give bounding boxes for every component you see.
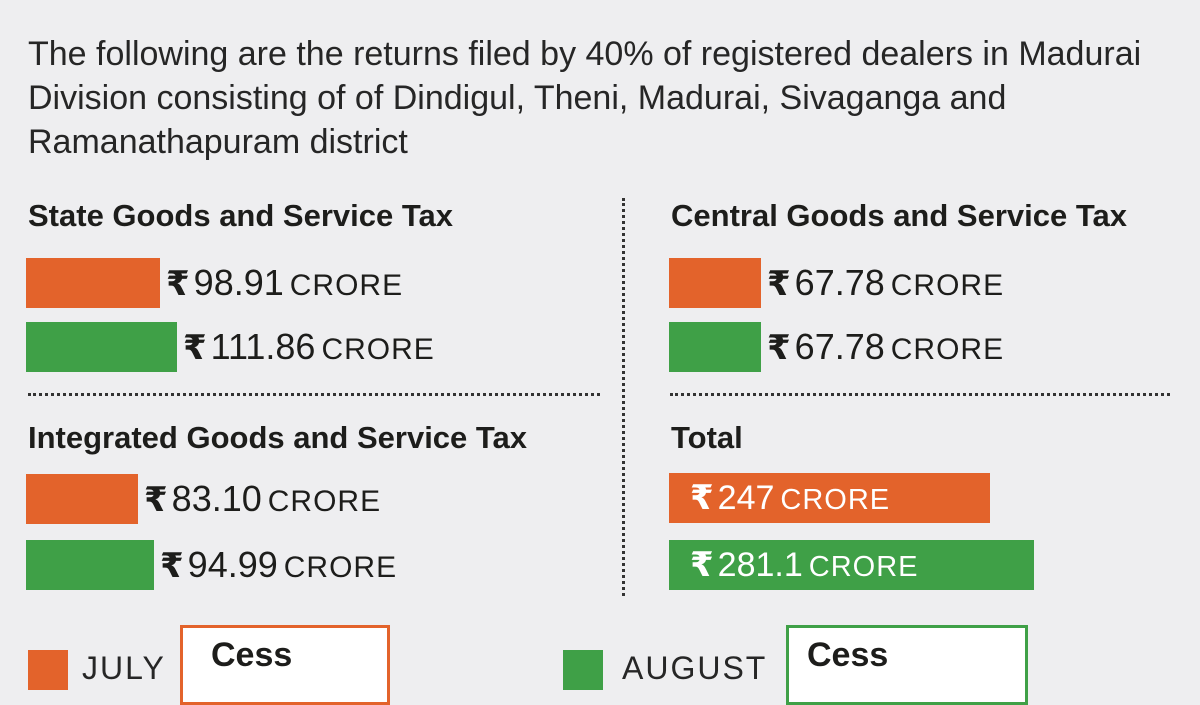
rupee-icon: ₹ [767, 265, 791, 303]
legend-august-label: AUGUST [622, 650, 768, 686]
cgst-july-bar [669, 258, 761, 308]
vertical-divider [622, 198, 625, 596]
legend-july-swatch [28, 650, 68, 690]
unit-label: CRORE [289, 269, 404, 302]
total-july-value: 247 [717, 479, 775, 517]
unit-label: CRORE [890, 269, 1005, 302]
rupee-icon: ₹ [160, 547, 184, 585]
unit-label: CRORE [283, 551, 398, 584]
sgst-august-label: ₹111.86 CRORE [183, 322, 435, 375]
total-august-label: ₹281.1 CRORE [690, 540, 919, 592]
cess-august-box: Cess [786, 625, 1028, 705]
left-horizontal-divider [28, 393, 600, 396]
rupee-icon: ₹ [166, 265, 190, 303]
sgst-august-bar [26, 322, 177, 372]
cess-july-label: Cess [211, 636, 293, 674]
igst-august-value: 94.99 [187, 544, 278, 585]
sgst-july-bar [26, 258, 160, 308]
sgst-july-label: ₹98.91 CRORE [166, 258, 403, 311]
unit-label: CRORE [890, 333, 1005, 366]
rupee-icon: ₹ [690, 479, 714, 517]
total-title: Total [671, 420, 743, 455]
igst-august-bar [26, 540, 154, 590]
total-august-bar [669, 540, 1034, 590]
igst-july-label: ₹83.10 CRORE [144, 474, 381, 527]
cgst-title: Central Goods and Service Tax [671, 198, 1127, 233]
total-july-label: ₹247 CRORE [690, 473, 890, 525]
legend-august-swatch [563, 650, 603, 690]
rupee-icon: ₹ [144, 481, 168, 519]
igst-july-value: 83.10 [171, 478, 262, 519]
total-july-bar [669, 473, 990, 523]
rupee-icon: ₹ [767, 329, 791, 367]
unit-label: CRORE [321, 333, 435, 366]
rupee-icon: ₹ [690, 546, 714, 584]
igst-august-label: ₹94.99 CRORE [160, 540, 397, 593]
right-horizontal-divider [670, 393, 1170, 396]
sgst-july-value: 98.91 [193, 262, 284, 303]
cess-august-label: Cess [807, 636, 889, 674]
intro-text: The following are the returns filed by 4… [28, 35, 1142, 161]
cess-july-box: Cess [180, 625, 390, 705]
cgst-august-label: ₹67.78 CRORE [767, 322, 1004, 375]
sgst-title: State Goods and Service Tax [28, 198, 453, 233]
legend-july-label: JULY [82, 650, 166, 686]
total-august-value: 281.1 [717, 546, 803, 584]
cgst-august-bar [669, 322, 761, 372]
unit-label: CRORE [780, 484, 891, 516]
unit-label: CRORE [808, 551, 919, 583]
cgst-july-value: 67.78 [794, 262, 885, 303]
unit-label: CRORE [267, 485, 382, 518]
sgst-august-value: 111.86 [210, 326, 316, 367]
igst-july-bar [26, 474, 138, 524]
cgst-august-value: 67.78 [794, 326, 885, 367]
cgst-july-label: ₹67.78 CRORE [767, 258, 1004, 311]
igst-title: Integrated Goods and Service Tax [28, 420, 528, 455]
rupee-icon: ₹ [183, 329, 207, 367]
